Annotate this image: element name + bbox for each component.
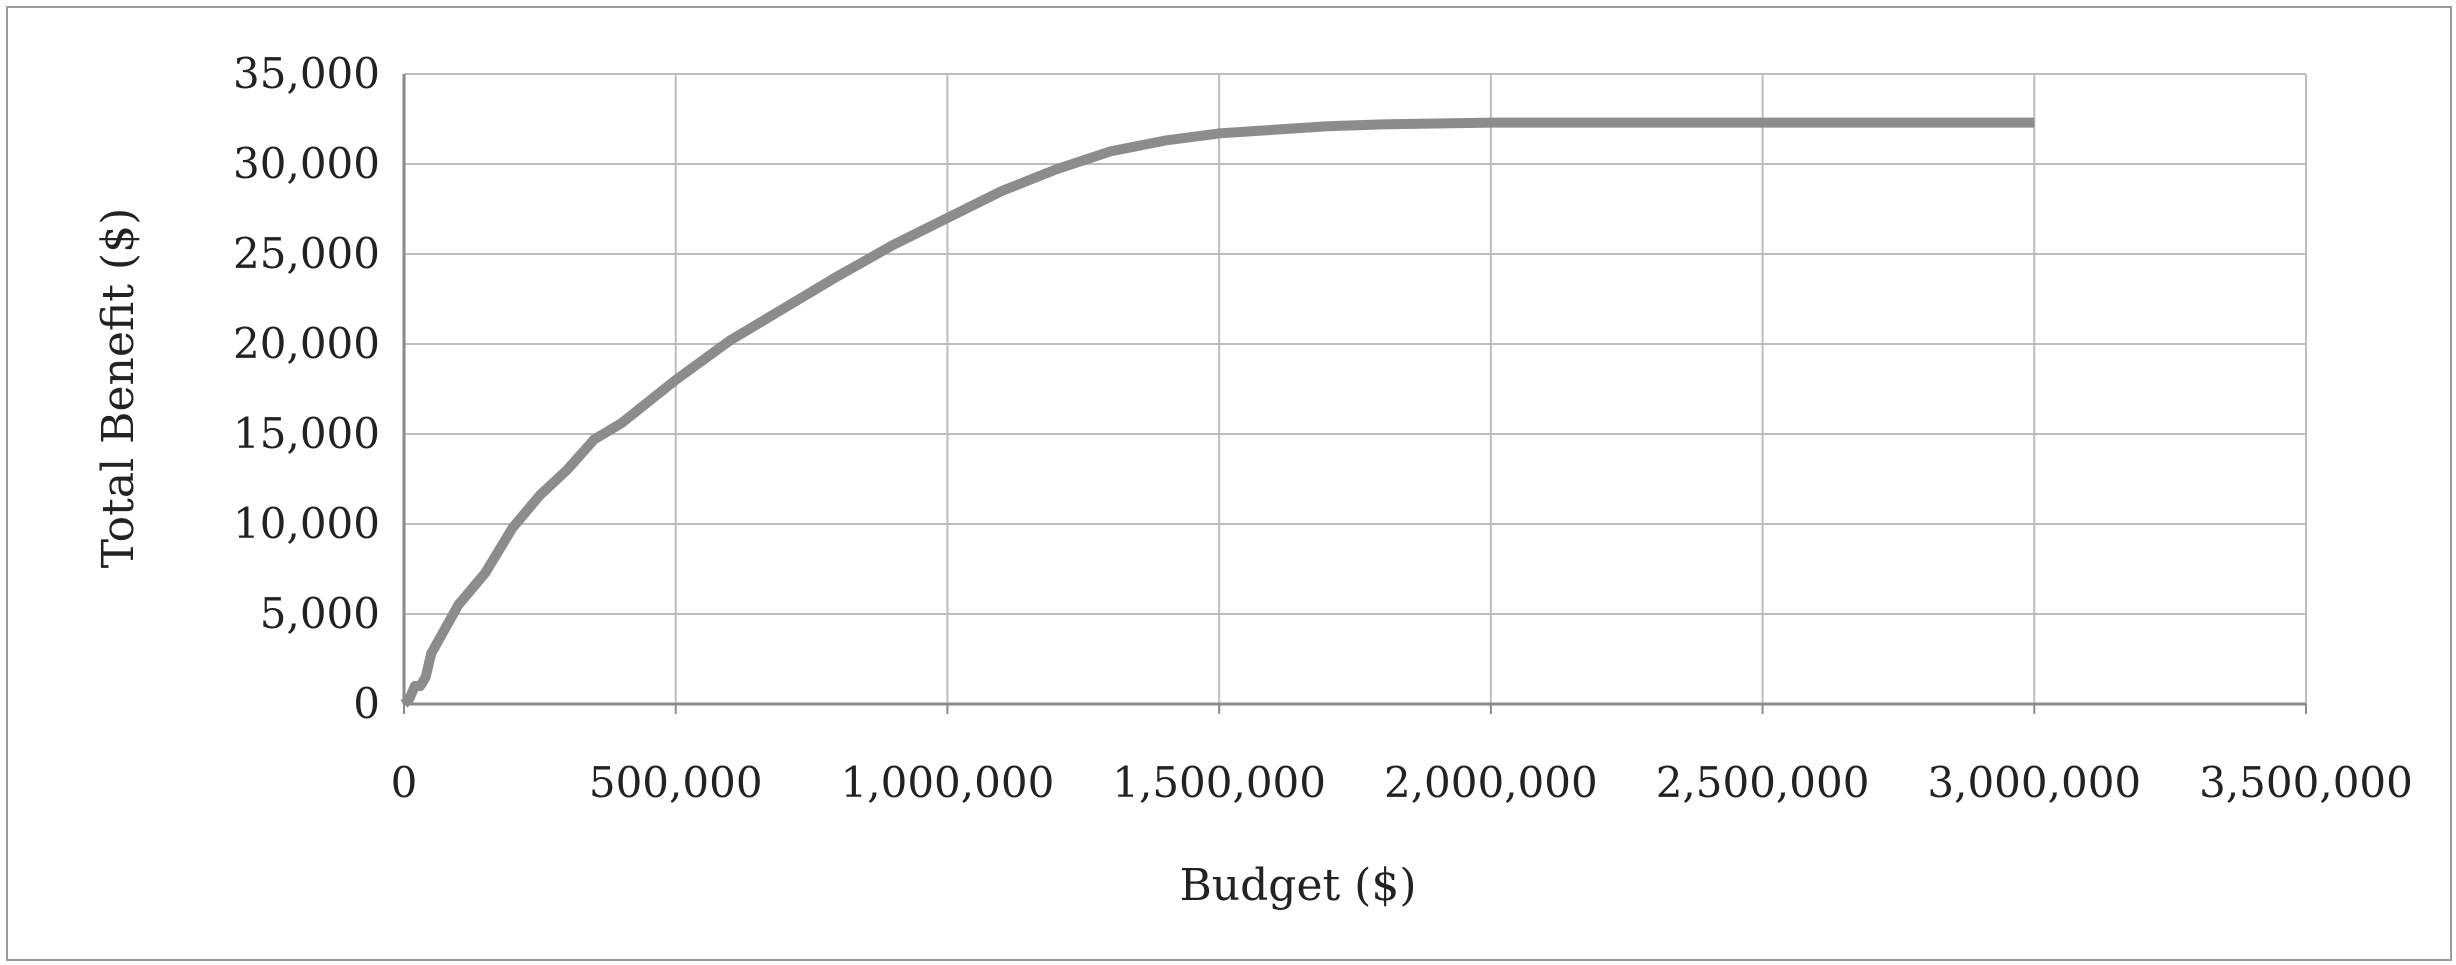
y-axis-tick-labels: 0 5,000 10,000 15,000 20,000 25,000 30,000 35,0… bbox=[233, 49, 380, 728]
x-tick-label: 3,500,000 bbox=[2199, 758, 2413, 807]
x-tick-label: 3,000,000 bbox=[1927, 758, 2141, 807]
chart-series bbox=[400, 117, 2035, 708]
y-tick-label: 0 bbox=[353, 679, 380, 728]
x-tick-label: 2,000,000 bbox=[1384, 758, 1598, 807]
series-line bbox=[400, 117, 2035, 708]
y-tick-label: 5,000 bbox=[260, 589, 380, 638]
chart-frame bbox=[6, 6, 2452, 961]
y-tick-label: 15,000 bbox=[233, 409, 380, 458]
x-tick-label: 2,500,000 bbox=[1656, 758, 1870, 807]
x-tick-label: 500,000 bbox=[589, 758, 763, 807]
x-axis-label: Budget ($) bbox=[1179, 860, 1416, 911]
chart-grid bbox=[402, 73, 2307, 714]
y-tick-label: 10,000 bbox=[233, 499, 380, 548]
y-tick-label: 35,000 bbox=[233, 49, 380, 98]
x-tick-label: 0 bbox=[391, 758, 418, 807]
x-tick-label: 1,000,000 bbox=[841, 758, 1055, 807]
y-axis-label: Total Benefit ($) bbox=[93, 208, 144, 569]
x-axis-tick-labels: 0 500,000 1,000,000 1,500,000 2,000,000 2,500… bbox=[391, 758, 2413, 807]
y-tick-label: 30,000 bbox=[233, 139, 380, 188]
x-tick-label: 1,500,000 bbox=[1112, 758, 1326, 807]
y-tick-label: 20,000 bbox=[233, 319, 380, 368]
y-tick-label: 25,000 bbox=[233, 229, 380, 278]
